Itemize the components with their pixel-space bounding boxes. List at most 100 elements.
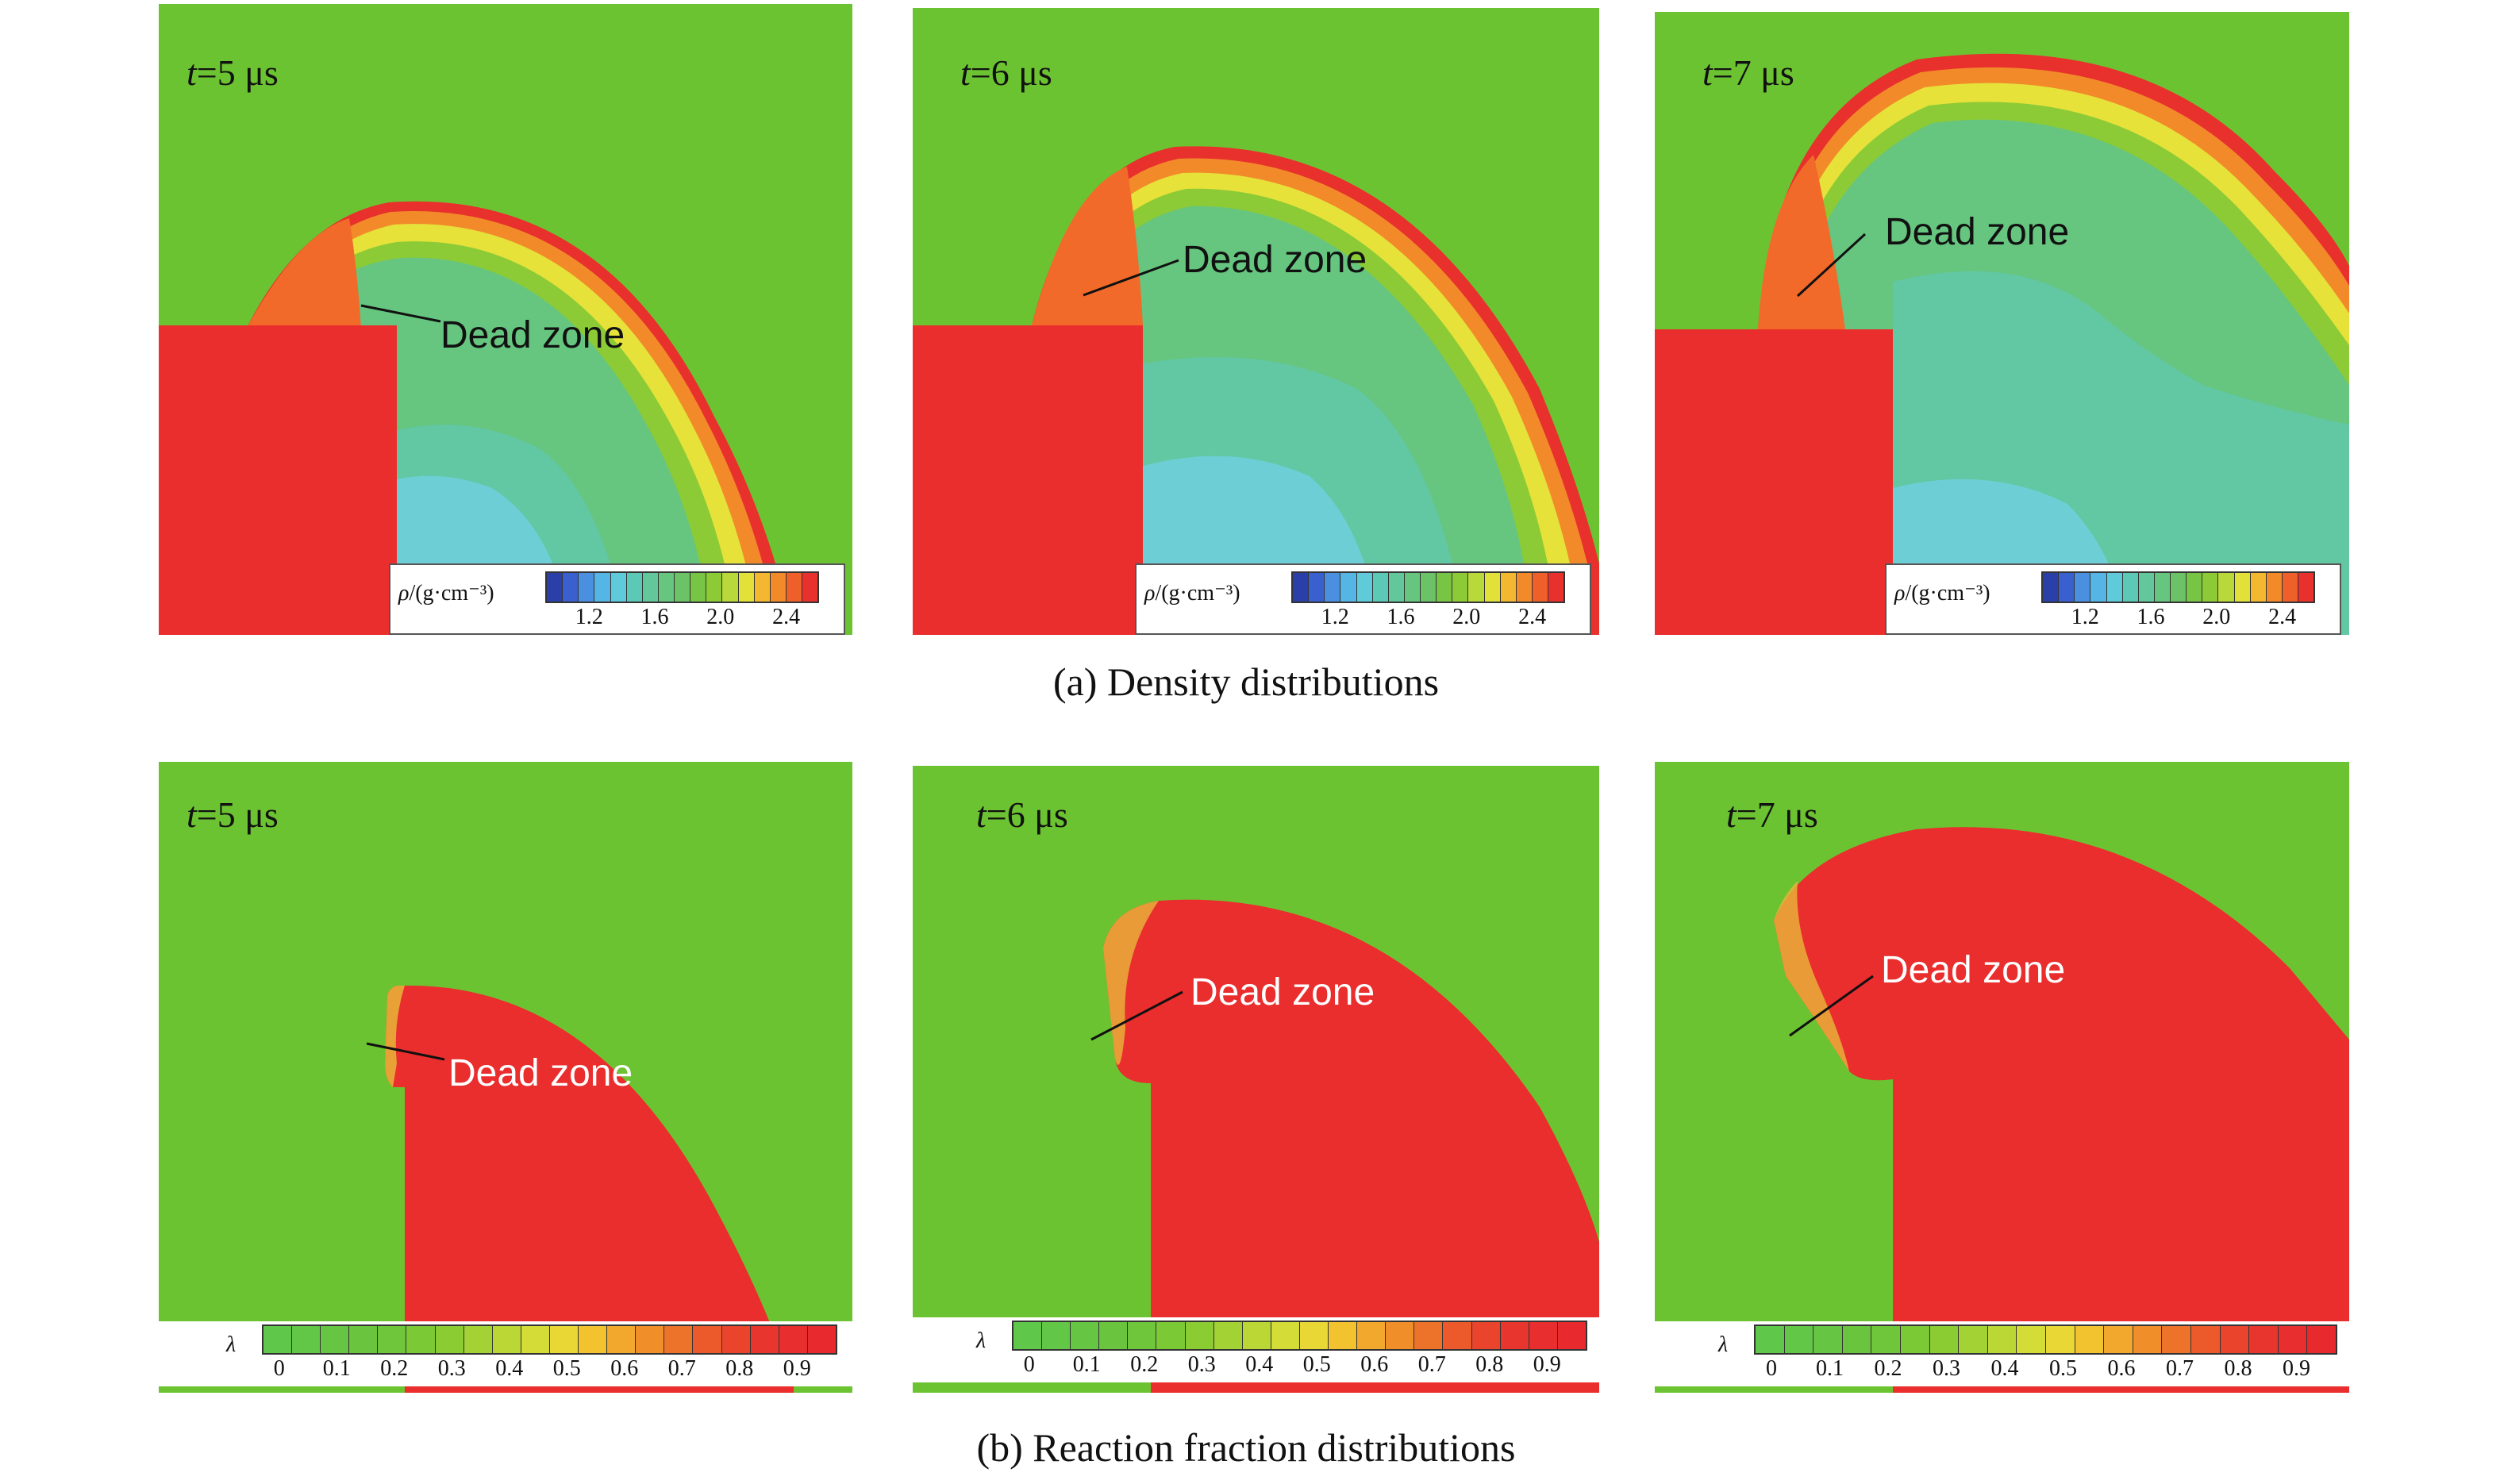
colorbar-cell [738,573,755,602]
density-panel-t6: t=6 μs Dead zone [913,8,1599,635]
colorbar-strip [1754,1324,2337,1355]
colorbar-tick: 0.1 [322,1356,351,1381]
colorbar-cell [2250,573,2267,602]
colorbar-cell [2138,573,2155,602]
colorbar-strip [1012,1321,1587,1351]
colorbar-cell [1500,1322,1529,1349]
colorbar-variable-label: ρ/(g·cm⁻³) [1894,579,1990,606]
colorbar-cell [1271,1322,1300,1349]
colorbar-cell [642,573,659,602]
colorbar-cell [626,573,643,602]
colorbar-strip [2041,571,2315,603]
colorbar-tick: 0.4 [1990,1356,2019,1381]
colorbar-tick: 0.5 [2049,1356,2078,1381]
colorbar-cell [636,1326,665,1353]
colorbar-cell [1471,1322,1501,1349]
colorbar-cell [1128,1322,1157,1349]
colorbar-tick: 0.3 [1933,1356,1961,1381]
colorbar-ticks: 0 0.1 0.2 0.3 0.4 0.5 0.6 0.7 0.8 0.9 [1754,1356,2337,1383]
colorbar-cell [1842,1326,1872,1353]
colorbar-tick: 0.4 [495,1356,524,1381]
time-variable: t [1702,52,1713,93]
dead-zone-label: Dead zone [1881,949,2066,991]
colorbar-tick: 1.6 [1387,605,1415,629]
colorbar-tick: 0.1 [1072,1352,1101,1377]
time-label: t=5 μs [187,52,279,94]
colorbar-unit: /(g·cm⁻³) [1155,581,1240,606]
colorbar-cell [2045,1326,2075,1353]
colorbar-cell [675,573,691,602]
colorbar-tick: 2.0 [2202,605,2231,629]
colorbar-cell [2122,573,2139,602]
colorbar-symbol: λ [976,1328,987,1353]
colorbar-cell [2298,573,2314,602]
time-variable: t [187,794,197,835]
colorbar-cell [2043,573,2060,602]
colorbar-tick: 0.6 [2107,1356,2136,1381]
colorbar-cell [1156,1322,1186,1349]
colorbar-cell [406,1326,436,1353]
colorbar-cell [292,1326,321,1353]
colorbar-tick: 0 [1023,1352,1035,1377]
colorbar-tick: 0.7 [667,1356,696,1381]
colorbar-cell [1372,573,1389,602]
colorbar-variable-label: λ [976,1328,986,1354]
colorbar-cell [1516,573,1533,602]
dead-zone-label: Dead zone [1190,971,1375,1013]
colorbar-cell [1813,1326,1843,1353]
colorbar-cell [2282,573,2298,602]
colorbar-cell [492,1326,521,1353]
colorbar-cell [1437,573,1453,602]
colorbar-tick: 1.2 [2071,605,2099,629]
colorbar-tick: 0.3 [1187,1352,1216,1377]
colorbar-tick: 2.4 [2268,605,2297,629]
time-variable: t [976,794,987,835]
colorbar-cell [721,1326,751,1353]
reaction-field-plot [1655,762,2349,1393]
colorbar-ticks: 1.2 1.6 2.0 2.4 [2041,605,2315,633]
density-panel-t5: t=5 μs Dead zone [159,4,852,635]
colorbar-tick: 0.5 [552,1356,581,1381]
colorbar-tick: 0.5 [1302,1352,1331,1377]
colorbar-cell [2234,573,2251,602]
colorbar-cell [1987,1326,2017,1353]
colorbar-cell [547,573,563,602]
colorbar-cell [1185,1322,1214,1349]
colorbar-tick: 0.6 [1360,1352,1389,1377]
colorbar-cell [1421,573,1437,602]
dead-zone-leader-line [1789,975,1874,1037]
colorbar-cell [321,1326,350,1353]
colorbar-symbol: ρ [1144,581,1156,606]
colorbar-cell [2218,573,2235,602]
colorbar-cell [2154,573,2171,602]
colorbar-tick: 0.9 [1533,1352,1561,1377]
colorbar-cell [1388,573,1405,602]
colorbar-tick: 2.4 [772,605,801,629]
reaction-panel-t6: t=6 μs Dead zone [913,766,1599,1393]
colorbar-ticks: 0 0.1 0.2 0.3 0.4 0.5 0.6 0.7 0.8 0.9 [1012,1352,1587,1379]
colorbar-cell [2202,573,2219,602]
colorbar-cell [1340,573,1357,602]
reaction-colorbar: λ 0 0.1 0.2 0.3 0.4 0.5 0.6 0.7 0.8 0.9 [913,1317,1599,1382]
colorbar-tick: 0.8 [1475,1352,1504,1377]
time-label: t=6 μs [960,52,1052,94]
colorbar-cell [722,573,739,602]
colorbar-cell [1386,1322,1415,1349]
colorbar-symbol: ρ [398,581,410,606]
colorbar-tick: 0.4 [1245,1352,1274,1377]
colorbar-cell [594,573,611,602]
colorbar-variable-label: λ [226,1332,236,1358]
colorbar-cell [754,573,771,602]
colorbar-tick: 1.6 [640,605,669,629]
time-value: =5 μs [196,794,279,835]
colorbar-cell [263,1326,293,1353]
colorbar-strip [1291,571,1565,603]
dead-zone-leader-line [1090,990,1183,1041]
colorbar-cell [349,1326,379,1353]
colorbar-tick: 0.3 [437,1356,466,1381]
colorbar-tick: 1.6 [2137,605,2165,629]
time-value: =6 μs [970,52,1052,93]
colorbar-unit: /(g·cm⁻³) [409,581,494,606]
colorbar-cell [2171,573,2187,602]
colorbar-cell [1468,573,1485,602]
